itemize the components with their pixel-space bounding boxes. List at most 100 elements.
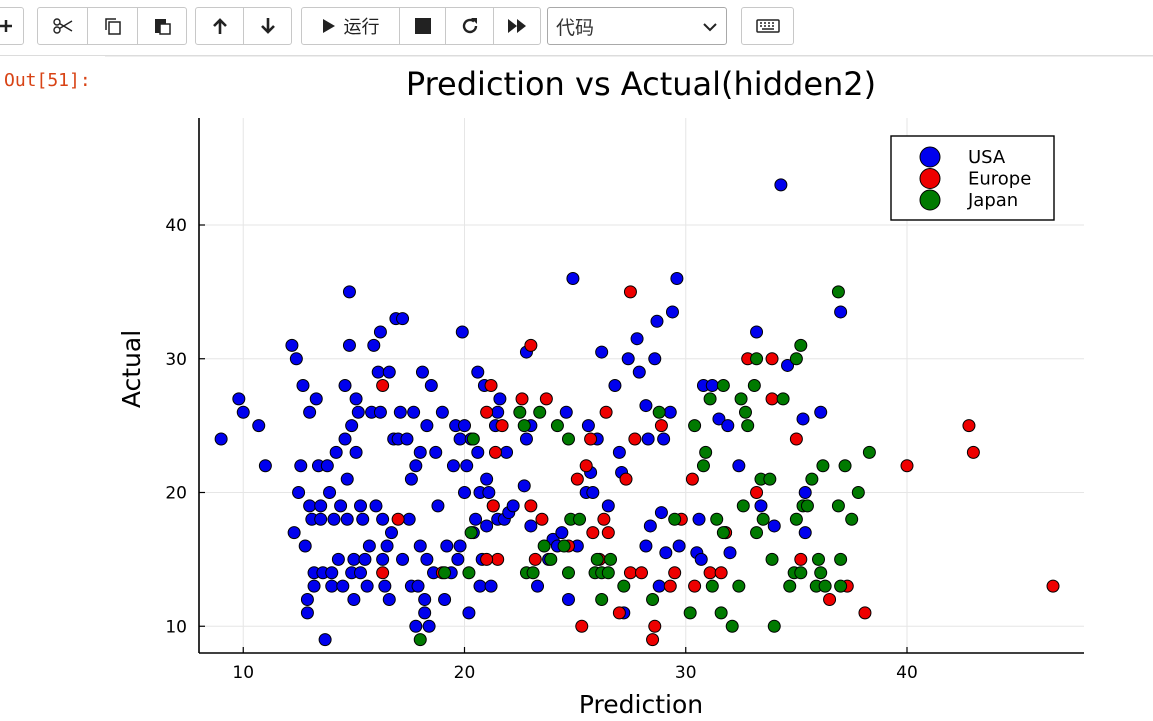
usa-point	[309, 392, 323, 406]
cell-type-value: 代码	[556, 16, 595, 39]
usa-point	[581, 419, 595, 433]
stop-button[interactable]	[400, 8, 446, 44]
usa-point	[378, 579, 392, 593]
usa-point	[561, 593, 575, 606]
japan-point	[812, 552, 825, 566]
usa-point	[471, 365, 485, 379]
japan-point	[736, 499, 750, 513]
output-divider	[105, 56, 1153, 57]
usa-point	[455, 325, 469, 339]
japan-point	[652, 405, 666, 419]
usa-point	[415, 365, 429, 379]
usa-point	[300, 606, 314, 620]
japan-point	[851, 486, 865, 499]
usa-point	[331, 552, 345, 566]
usa-point	[402, 512, 416, 526]
japan-point	[533, 405, 547, 419]
japan-point	[783, 579, 797, 593]
usa-point	[473, 579, 487, 593]
usa-point	[458, 419, 471, 433]
japan-point	[716, 526, 730, 540]
restart-button[interactable]	[446, 8, 494, 44]
y-tick-label: 20	[165, 484, 187, 504]
usa-point	[236, 405, 250, 419]
usa-point	[232, 392, 246, 406]
legend-box	[890, 135, 1055, 221]
run-button[interactable]: 运行	[302, 8, 400, 44]
usa-point	[834, 305, 848, 319]
usa-point	[517, 479, 531, 493]
usa-point	[294, 459, 308, 473]
japan-point	[710, 512, 724, 526]
usa-point	[354, 499, 368, 513]
usa-point	[612, 445, 626, 459]
run-all-button[interactable]	[494, 8, 540, 44]
copy-button[interactable]	[88, 8, 138, 44]
command-palette-button[interactable]	[742, 8, 793, 44]
europe-point	[765, 352, 779, 366]
move-down-button[interactable]	[244, 8, 291, 44]
usa-point	[338, 379, 352, 392]
usa-point	[650, 314, 664, 328]
usa-point	[367, 338, 381, 352]
japan-point	[601, 566, 615, 580]
stop-icon	[414, 18, 431, 34]
x-tick-label: 20	[454, 663, 476, 683]
usa-point	[458, 486, 471, 499]
usa-point	[663, 405, 677, 419]
usa-point	[462, 606, 476, 620]
europe-point	[1046, 579, 1060, 593]
usa-point	[519, 432, 533, 446]
usa-point	[298, 539, 312, 553]
legend-marker-usa	[919, 146, 941, 168]
legend-label-usa: USA	[968, 147, 1006, 168]
japan-point	[590, 552, 604, 566]
usa-point	[524, 519, 538, 533]
move-up-button[interactable]	[196, 8, 244, 44]
europe-point	[703, 566, 717, 580]
europe-point	[586, 526, 600, 540]
japan-point	[734, 392, 748, 406]
cell-type-select[interactable]: 代码	[547, 7, 727, 45]
paste-button[interactable]	[138, 8, 186, 44]
japan-point	[604, 552, 618, 566]
japan-point	[716, 379, 730, 392]
usa-point	[723, 546, 737, 560]
japan-point	[818, 579, 832, 593]
usa-point	[712, 412, 726, 426]
x-tick-label: 10	[232, 663, 254, 683]
toolbar-divider	[0, 55, 1153, 56]
restart-icon	[462, 18, 477, 34]
x-tick-label: 30	[675, 663, 697, 683]
europe-point	[524, 338, 538, 352]
arrow-down-icon	[260, 18, 275, 34]
usa-point	[314, 512, 328, 526]
japan-point	[513, 405, 527, 419]
usa-point	[347, 593, 361, 606]
cut-button[interactable]	[38, 8, 88, 44]
europe-point	[623, 566, 637, 580]
usa-point	[750, 325, 764, 339]
copy-icon	[104, 18, 121, 35]
usa-point	[340, 472, 354, 486]
usa-point	[342, 285, 356, 299]
europe-point	[619, 472, 633, 486]
usa-point	[409, 619, 423, 633]
usa-point	[314, 499, 328, 513]
europe-point	[765, 392, 779, 406]
usa-point	[654, 506, 668, 520]
usa-point	[287, 526, 301, 540]
usa-point	[396, 552, 410, 566]
usa-point	[781, 358, 795, 372]
usa-point	[292, 486, 306, 499]
japan-point	[741, 419, 755, 433]
japan-point	[688, 419, 702, 433]
europe-point	[515, 392, 529, 406]
usa-point	[435, 405, 449, 419]
japan-point	[517, 419, 531, 433]
add-cell-button[interactable]	[0, 8, 23, 44]
usa-point	[325, 579, 339, 593]
europe-point	[646, 633, 660, 647]
usa-point	[798, 486, 812, 499]
europe-point	[654, 419, 668, 433]
